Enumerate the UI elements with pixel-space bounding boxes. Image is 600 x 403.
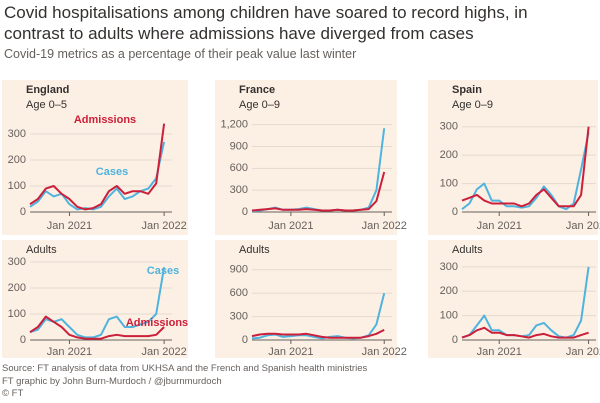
- panel-title: France: [239, 84, 275, 96]
- series-line: [251, 171, 386, 212]
- panel-subtitle: Adults: [239, 244, 270, 256]
- x-tick-label: Jan 2021: [477, 220, 522, 232]
- x-tick-label: Jan 2022: [141, 220, 186, 232]
- y-tick-label: 900: [230, 264, 248, 276]
- y-tick-label: 0: [20, 334, 26, 346]
- y-tick-label: 0: [242, 206, 248, 218]
- series-label: Cases: [147, 265, 179, 277]
- y-tick-label: 100: [8, 308, 26, 320]
- panel-title: England: [26, 84, 69, 96]
- y-tick-label: 0: [20, 206, 26, 218]
- y-tick-label: 300: [440, 121, 458, 133]
- credit: FT graphic by John Burn-Murdoch / @jburn…: [2, 375, 222, 387]
- y-tick-label: 300: [230, 311, 248, 323]
- y-tick-label: 600: [230, 162, 248, 174]
- series-line: [461, 326, 589, 339]
- series-label: Admissions: [126, 317, 188, 329]
- panel-subtitle: Adults: [26, 244, 57, 256]
- y-tick-label: 600: [230, 287, 248, 299]
- subtitle: Covid-19 metrics as a percentage of thei…: [4, 47, 357, 61]
- series-label: Admissions: [74, 114, 136, 126]
- header: Covid hospitalisations among children ha…: [4, 2, 564, 61]
- panel-subtitle: Adults: [452, 244, 483, 256]
- x-tick-label: Jan 2021: [268, 220, 313, 232]
- y-tick-label: 100: [8, 180, 26, 192]
- source: Source: FT analysis of data from UKHSA a…: [2, 363, 368, 374]
- title: Covid hospitalisations among children ha…: [4, 3, 528, 43]
- panel-title: Spain: [452, 84, 482, 96]
- y-tick-label: 300: [8, 256, 26, 268]
- y-tick-label: 300: [230, 184, 248, 196]
- panel: [215, 240, 397, 358]
- panel-subtitle: Age 0–5: [26, 99, 67, 111]
- x-tick-label: Jan 2022: [362, 346, 407, 358]
- y-tick-label: 1,200: [220, 119, 248, 131]
- series-line: [29, 123, 166, 211]
- y-tick-label: 300: [440, 261, 458, 273]
- panel-subtitle: Age 0–9: [452, 99, 493, 111]
- series-line: [461, 132, 590, 211]
- y-tick-label: 0: [452, 206, 458, 218]
- x-tick-label: Jan 2022: [141, 346, 186, 358]
- panel-subtitle: Age 0–9: [239, 99, 280, 111]
- y-tick-label: 900: [230, 140, 248, 152]
- footer: Source: FT analysis of data from UKHSA a…: [2, 363, 367, 401]
- series-label: Cases: [96, 166, 128, 178]
- x-tick-label: Jan 2021: [477, 346, 522, 358]
- x-tick-label: Jan 2021: [47, 220, 92, 232]
- y-tick-label: 0: [242, 334, 248, 346]
- panel: [428, 80, 598, 235]
- y-tick-label: 300: [8, 128, 26, 140]
- y-tick-label: 200: [440, 149, 458, 161]
- y-tick-label: 200: [8, 282, 26, 294]
- x-tick-label: Jan 2022: [566, 220, 600, 232]
- y-tick-label: 0: [452, 334, 458, 346]
- copyright: © FT: [2, 388, 24, 399]
- x-tick-label: Jan 2022: [566, 346, 600, 358]
- series-line: [461, 126, 590, 208]
- y-tick-label: 100: [440, 177, 458, 189]
- y-tick-label: 100: [440, 310, 458, 322]
- y-tick-label: 200: [8, 154, 26, 166]
- y-tick-label: 200: [440, 285, 458, 297]
- series-line: [29, 315, 165, 340]
- series-line: [251, 329, 385, 339]
- x-tick-label: Jan 2022: [362, 220, 407, 232]
- x-tick-label: Jan 2021: [268, 346, 313, 358]
- x-tick-label: Jan 2021: [47, 346, 92, 358]
